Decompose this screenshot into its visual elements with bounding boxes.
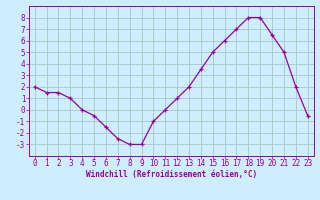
X-axis label: Windchill (Refroidissement éolien,°C): Windchill (Refroidissement éolien,°C) (86, 170, 257, 179)
